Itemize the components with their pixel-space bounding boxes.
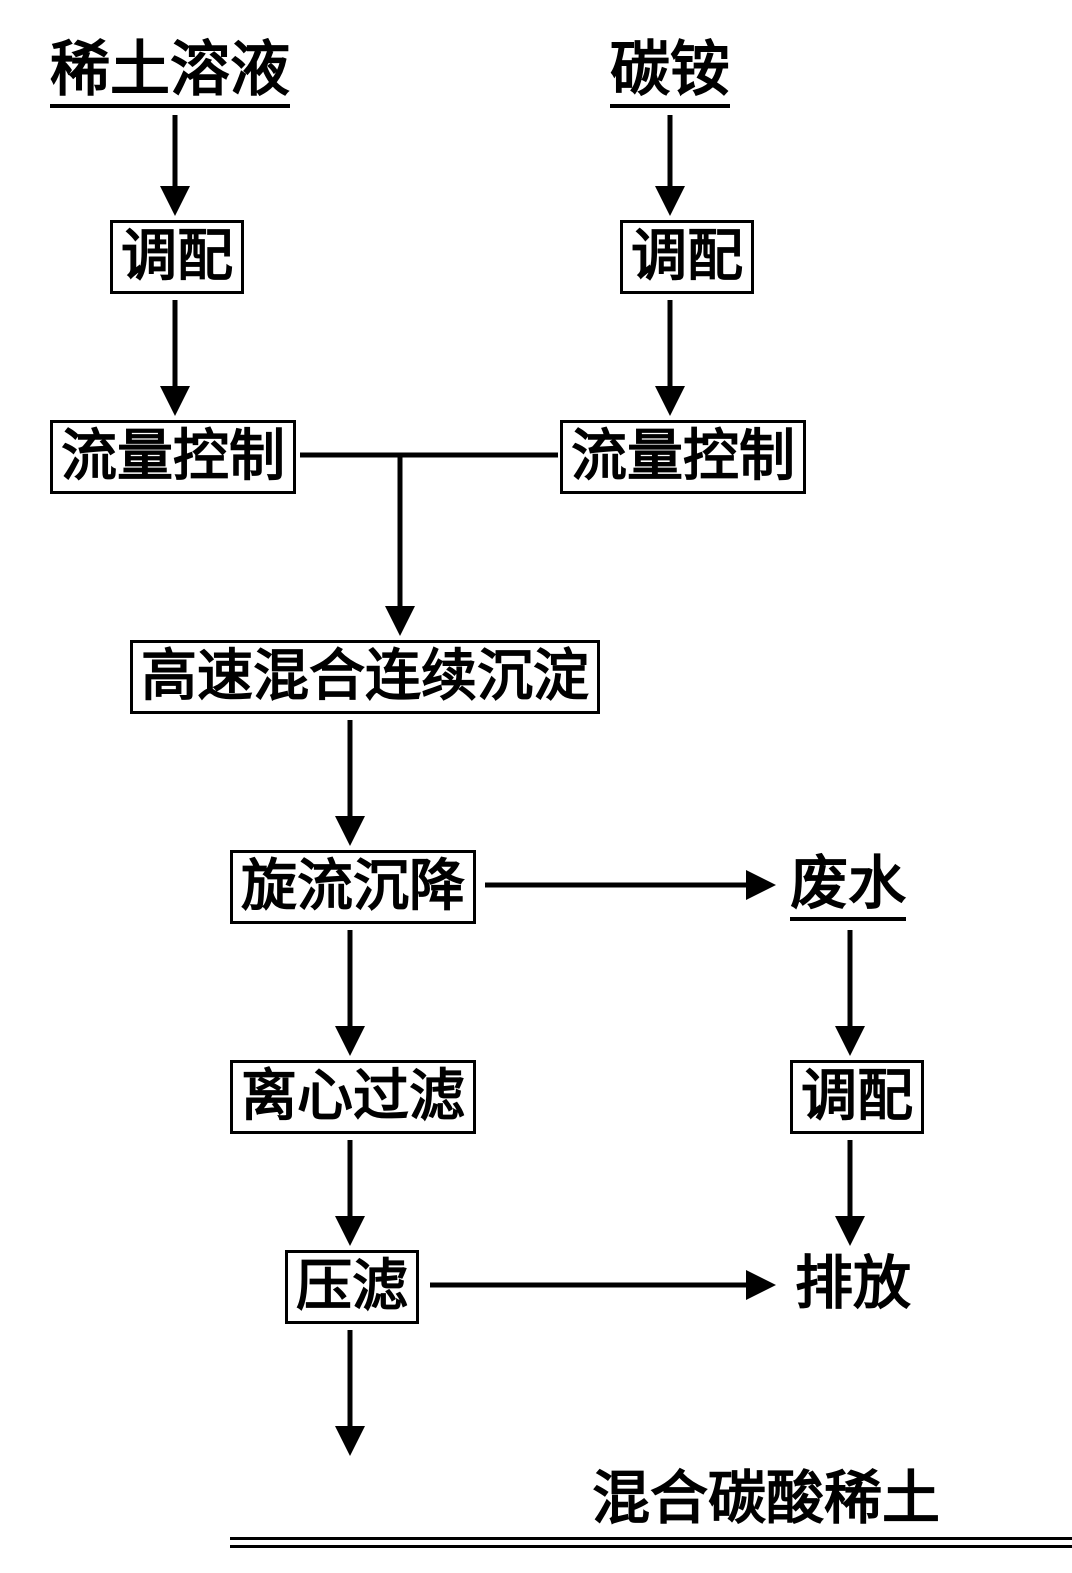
output-mixed-rare-earth-carbonate: 混合碳酸稀土: [230, 1470, 1072, 1530]
step-mixing-wastewater: 调配: [790, 1060, 924, 1134]
step-mixing-left: 调配: [110, 220, 244, 294]
step-flow-control-right: 流量控制: [560, 420, 806, 494]
output-discharge: 排放: [795, 1255, 911, 1313]
input-ammonium-bicarbonate: 碳铵: [610, 40, 730, 108]
input-rare-earth-solution: 稀土溶液: [50, 40, 290, 108]
step-press-filtration: 压滤: [285, 1250, 419, 1324]
step-flow-control-left: 流量控制: [50, 420, 296, 494]
output-wastewater: 废水: [790, 855, 906, 921]
step-cyclone-settling: 旋流沉降: [230, 850, 476, 924]
flowchart-canvas: 稀土溶液 碳铵 调配 调配 流量控制 流量控制 高速混合连续沉淀 旋流沉降 离心…: [0, 0, 1072, 1573]
step-mixing-right: 调配: [620, 220, 754, 294]
step-centrifugal-filtration: 离心过滤: [230, 1060, 476, 1134]
step-high-speed-mixing-precipitation: 高速混合连续沉淀: [130, 640, 600, 714]
